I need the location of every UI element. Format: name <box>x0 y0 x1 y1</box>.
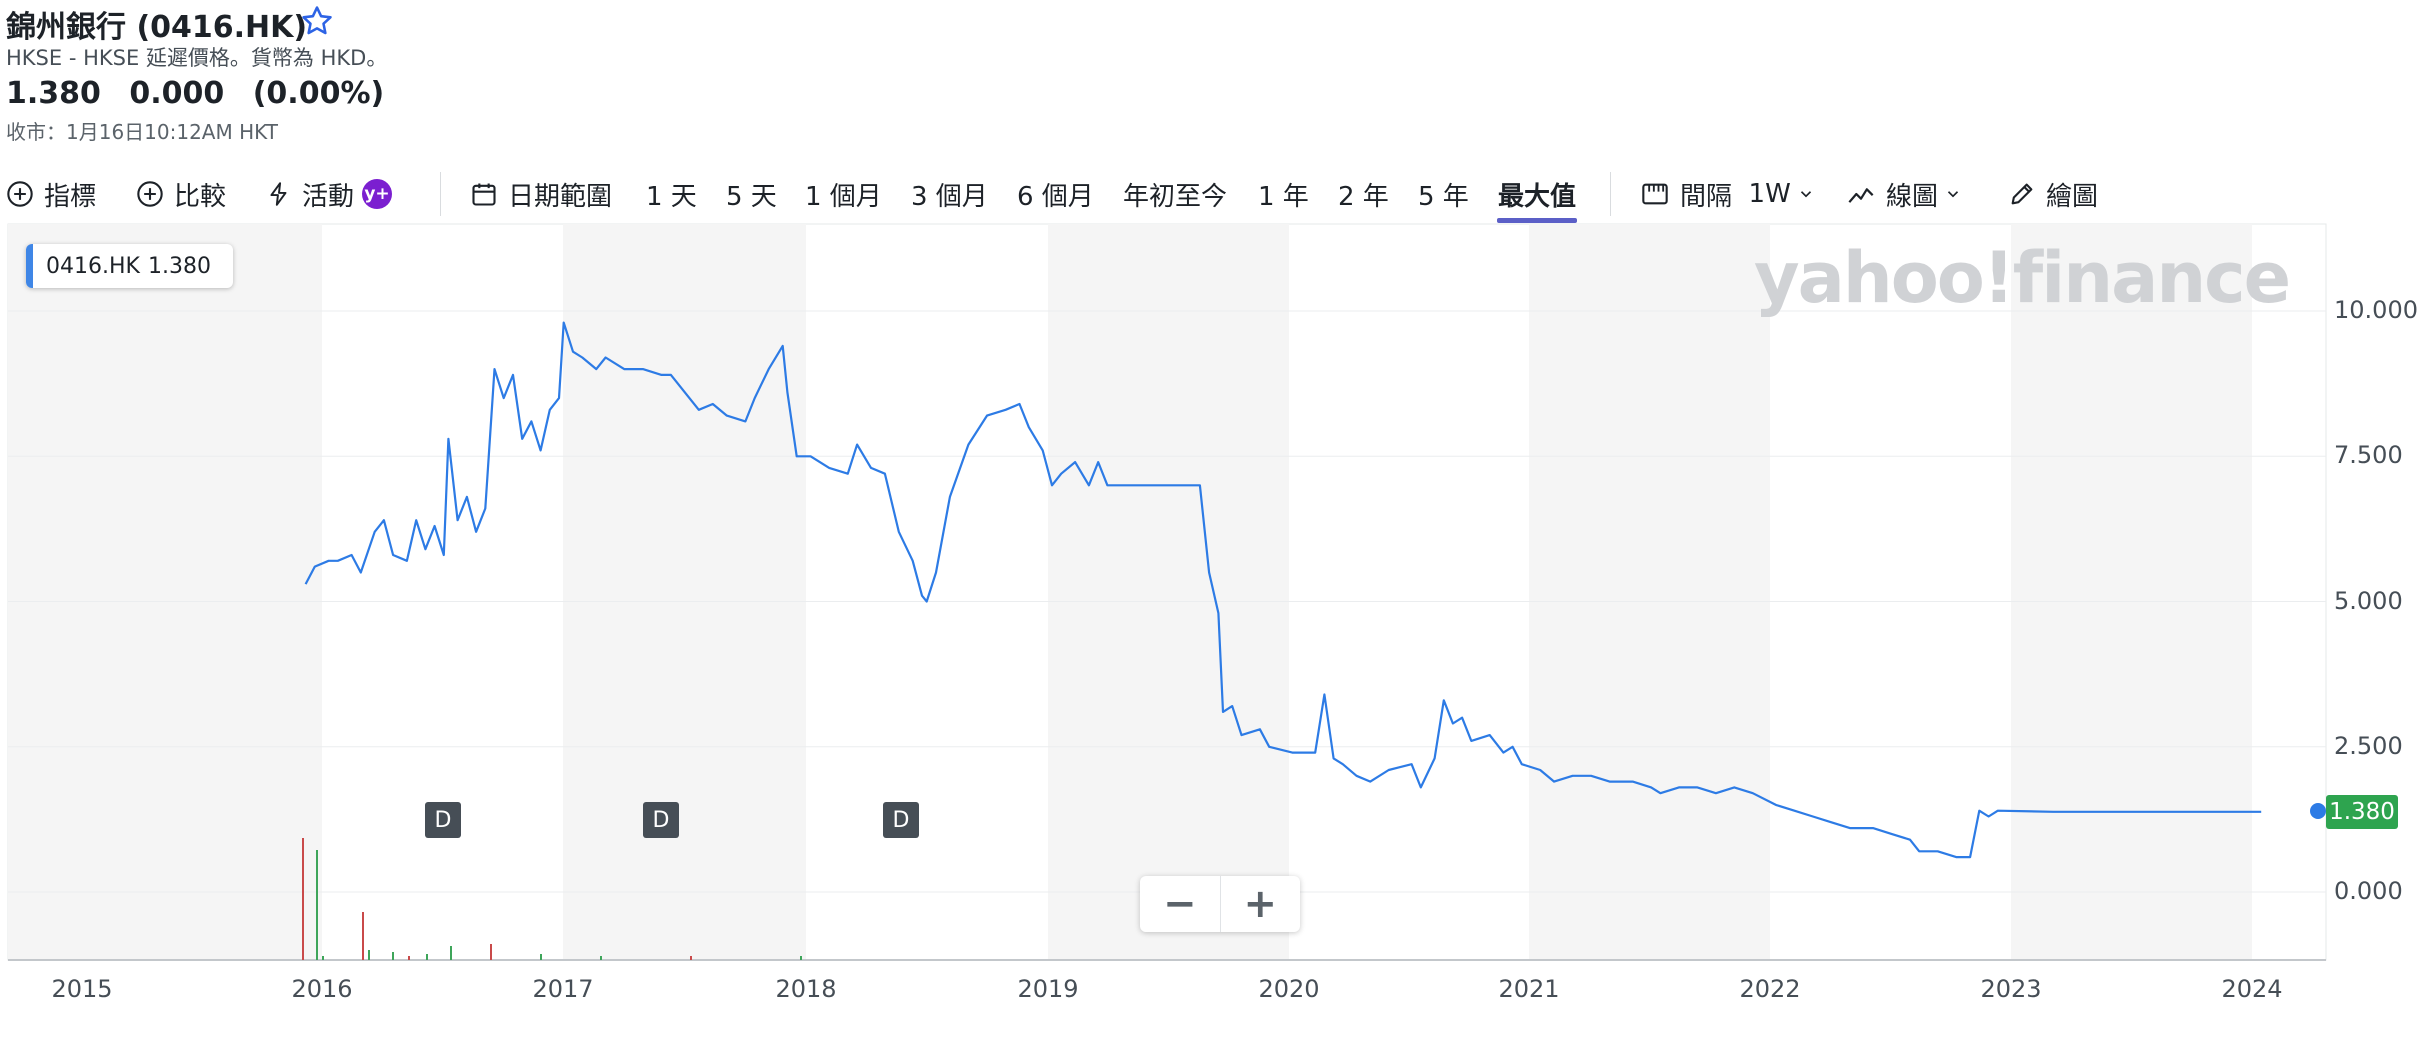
volume-bar <box>408 956 410 960</box>
chart-type-button[interactable]: 線圖 <box>1846 166 1972 222</box>
yahoo-finance-watermark: yahoo!finance <box>1754 237 2291 319</box>
toolbar-divider <box>440 172 441 216</box>
legend-badge: 0416.HK 1.380 <box>26 244 233 288</box>
last-price-tag: 1.380 <box>2326 795 2398 829</box>
premium-badge: y+ <box>362 179 393 209</box>
x-tick-label: 2019 <box>1017 975 1079 1003</box>
draw-button[interactable]: 繪圖 <box>2008 166 2098 222</box>
year-band <box>1529 224 1770 960</box>
x-tick-label: 2018 <box>775 975 837 1003</box>
price-series <box>304 321 2262 859</box>
indicators-label: 指標 <box>44 181 97 212</box>
chart-type-label: 線圖 <box>1886 181 1939 212</box>
interval-label: 間隔 <box>1680 181 1733 212</box>
volume-bar <box>316 850 318 960</box>
year-band <box>8 224 322 960</box>
dividend-marker[interactable]: D <box>425 802 461 838</box>
date-range-label: 日期範圍 <box>508 181 613 212</box>
price-chart[interactable] <box>0 222 2428 1022</box>
lightning-icon <box>270 182 287 206</box>
x-tick-label: 2022 <box>1739 975 1801 1003</box>
current-price: 1.380 <box>6 76 101 111</box>
x-tick-label: 2020 <box>1258 975 1320 1003</box>
toolbar-divider <box>1610 172 1611 216</box>
volume-bar <box>800 956 802 960</box>
x-tick-label: 2017 <box>532 975 594 1003</box>
interval-button[interactable]: 間隔 1W <box>1640 166 1825 222</box>
calendar-icon <box>472 183 496 206</box>
range-5y[interactable]: 5 年 <box>1418 181 1469 212</box>
range-1m[interactable]: 1 個月 <box>805 181 882 212</box>
plus-circle-icon <box>137 181 163 207</box>
events-label: 活動 <box>302 181 355 212</box>
year-bands <box>8 224 2252 960</box>
range-6m[interactable]: 6 個月 <box>1017 181 1094 212</box>
legend-symbol: 0416.HK <box>46 253 140 279</box>
chevron-down-icon <box>1800 191 1811 198</box>
volume-bar <box>368 950 370 960</box>
events-button[interactable]: 活動 y+ <box>266 166 393 222</box>
x-tick-label: 2024 <box>2221 975 2283 1003</box>
volume-bar <box>490 944 492 960</box>
date-range-button[interactable]: 日期範圍 <box>470 166 612 222</box>
y-tick-label: 10.000 <box>2334 296 2418 324</box>
volume-bar <box>450 946 452 960</box>
chart-area[interactable] <box>0 222 2428 1022</box>
chevron-down-icon <box>1947 191 1959 198</box>
zoom-out-button[interactable]: − <box>1140 876 1221 932</box>
interval-icon <box>1642 183 1668 205</box>
page-title: 錦州銀行 (0416.HK) <box>6 10 308 45</box>
year-band <box>1048 224 1289 960</box>
legend-value: 1.380 <box>147 253 211 279</box>
range-1d[interactable]: 1 天 <box>646 181 697 212</box>
zoom-in-button[interactable]: + <box>1243 881 1277 927</box>
indicators-button[interactable]: 指標 <box>6 166 96 222</box>
y-tick-label: 5.000 <box>2334 586 2403 615</box>
x-tick-label: 2015 <box>51 975 113 1003</box>
pencil-icon <box>2011 183 2033 205</box>
x-tick-label: 2021 <box>1498 975 1560 1003</box>
y-tick-label: 0.000 <box>2334 877 2403 905</box>
exchange-info: HKSE - HKSE 延遲價格。貨幣為 HKD。 <box>6 46 388 70</box>
plus-circle-icon <box>7 181 33 207</box>
volume-bars <box>302 838 802 960</box>
star-icon[interactable] <box>300 4 334 38</box>
range-ytd[interactable]: 年初至今 <box>1123 181 1228 212</box>
y-tick-label: 2.500 <box>2334 731 2403 760</box>
last-price-dot <box>2310 803 2326 819</box>
volume-bar <box>302 838 304 960</box>
compare-label: 比較 <box>174 181 227 212</box>
price-change-percent: (0.00%) <box>252 76 385 111</box>
price-line <box>304 321 2262 859</box>
volume-bar <box>540 954 542 960</box>
range-max[interactable]: 最大值 <box>1498 181 1577 212</box>
zoom-controls: − + <box>1140 876 1300 932</box>
volume-bar <box>690 956 692 960</box>
volume-bar <box>600 956 602 960</box>
interval-value: 1W <box>1748 179 1791 209</box>
close-time: 收市：1月16日10:12AM HKT <box>6 120 278 144</box>
draw-label: 繪圖 <box>2046 181 2099 212</box>
volume-bar <box>426 954 428 960</box>
line-chart-icon <box>1848 188 1874 203</box>
dividend-marker[interactable]: D <box>643 802 679 838</box>
compare-button[interactable]: 比較 <box>136 166 226 222</box>
range-5d[interactable]: 5 天 <box>726 181 777 212</box>
range-1y[interactable]: 1 年 <box>1258 181 1309 212</box>
dividend-marker[interactable]: D <box>883 802 919 838</box>
volume-bar <box>392 952 394 960</box>
range-2y[interactable]: 2 年 <box>1338 181 1389 212</box>
price-change: 0.000 <box>129 76 225 111</box>
volume-bar <box>322 956 324 960</box>
year-band <box>563 224 806 960</box>
active-range-indicator <box>1497 218 1577 223</box>
year-band <box>2011 224 2252 960</box>
price-block: 1.380 0.000 (0.00%) <box>6 76 402 111</box>
range-3m[interactable]: 3 個月 <box>911 181 988 212</box>
x-tick-label: 2023 <box>1980 975 2042 1003</box>
y-tick-label: 7.500 <box>2334 441 2403 470</box>
x-tick-label: 2016 <box>291 975 353 1003</box>
volume-bar <box>362 912 364 960</box>
chart-toolbar: 指標 比較 活動 y+ 日期範圍 1 天 5 天 1 個月 3 個月 6 個月 … <box>0 166 2120 224</box>
